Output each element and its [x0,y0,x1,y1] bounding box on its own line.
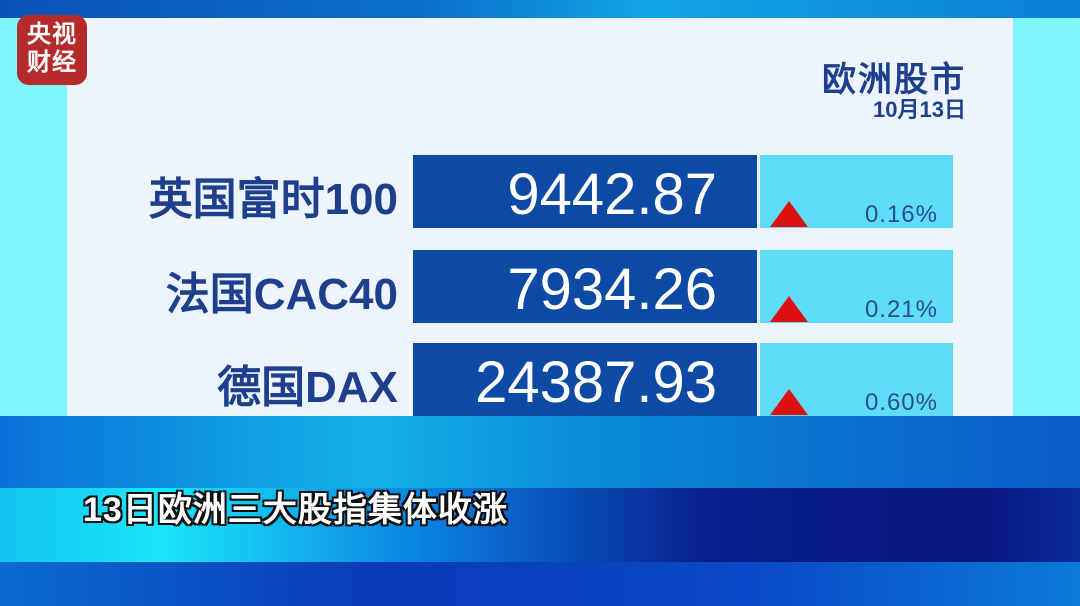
index-row: 英国富时100 9442.87 0.16% [0,155,1080,228]
change-percent: 0.16% [864,201,938,228]
index-value: 7934.26 [413,250,757,323]
index-row: 法国CAC40 7934.26 0.21% [0,250,1080,323]
up-arrow-icon [770,296,808,322]
panel-title: 欧洲股市 [822,61,966,99]
index-change: 0.60% [760,343,953,416]
index-name: 法国CAC40 [165,270,398,319]
index-value: 9442.87 [413,155,757,228]
index-row: 德国DAX 24387.93 0.60% [0,343,1080,416]
bottom-mosaic-background [0,416,1080,606]
change-percent: 0.21% [864,296,938,323]
index-name: 英国富时100 [148,175,398,224]
panel-date: 10月13日 [873,97,966,122]
index-name: 德国DAX [217,363,398,412]
cctv-finance-logo: 央视 财经 [17,15,87,85]
up-arrow-icon [770,201,808,227]
news-subtitle: 13日欧洲三大股指集体收涨 [83,491,508,529]
index-change: 0.16% [760,155,953,228]
index-change: 0.21% [760,250,953,323]
index-value: 24387.93 [413,343,757,416]
change-percent: 0.60% [864,389,938,416]
top-band [0,0,1080,18]
up-arrow-icon [770,389,808,415]
